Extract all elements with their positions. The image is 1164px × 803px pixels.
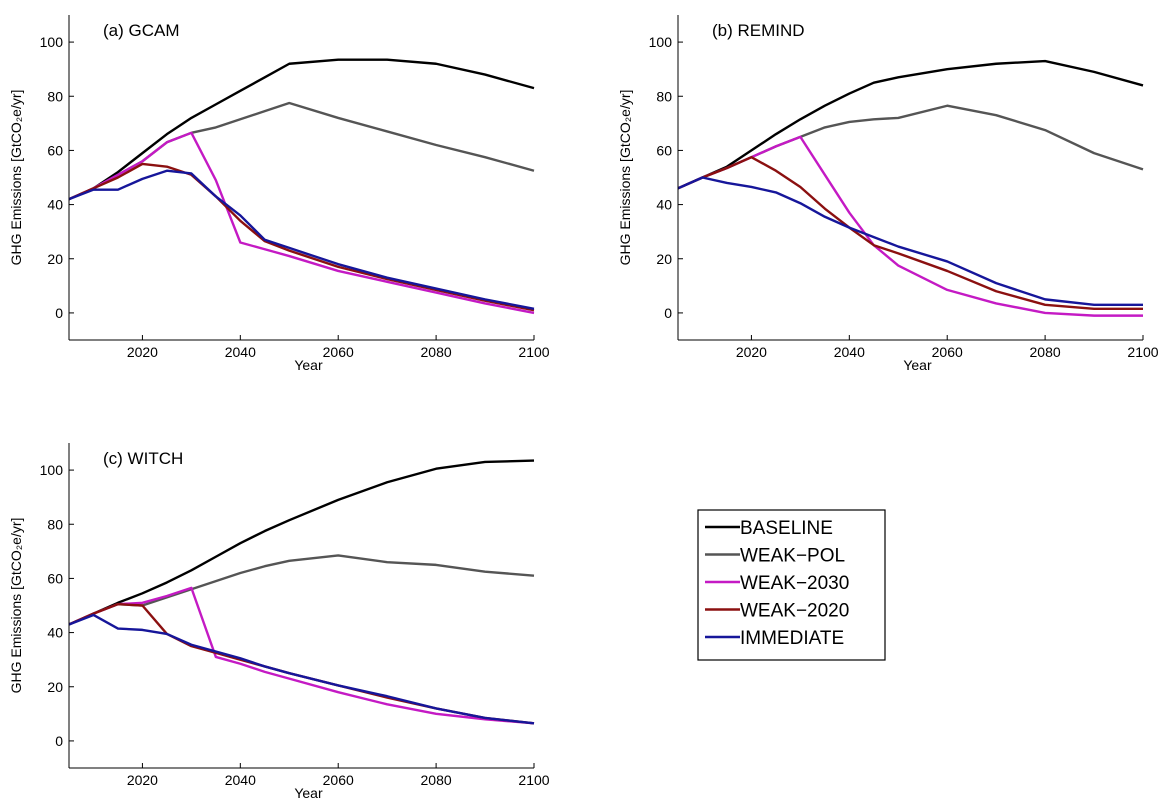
x-axis-label: Year: [294, 785, 323, 801]
y-axis-label: GHG Emissions [GtCO₂e/yr]: [617, 90, 633, 266]
y-tick-label: 40: [47, 197, 63, 213]
x-axis-label: Year: [294, 357, 323, 373]
series-line-weak_pol: [677, 104, 1144, 190]
x-tick-label: 2040: [225, 772, 256, 788]
y-tick-label: 0: [55, 305, 63, 321]
y-axis-label: GHG Emissions [GtCO₂e/yr]: [8, 90, 24, 266]
y-tick-label: 80: [656, 88, 672, 104]
x-tick-label: 2080: [1030, 344, 1061, 360]
legend-label-baseline: BASELINE: [740, 518, 833, 539]
y-tick-label: 0: [664, 305, 672, 321]
y-tick-label: 20: [47, 251, 63, 267]
series-line-weak_2030: [68, 586, 535, 725]
y-tick-label: 60: [47, 570, 63, 586]
legend-label-weak_2020: WEAK−2020: [740, 601, 849, 622]
x-tick-label: 2100: [518, 344, 549, 360]
series-line-immediate: [677, 176, 1143, 306]
x-tick-label: 2080: [421, 772, 452, 788]
x-axis-label: Year: [903, 357, 932, 373]
panel-title: (c) WITCH: [103, 449, 183, 468]
series-line-weak_2030: [68, 131, 535, 315]
panel-title: (a) GCAM: [103, 21, 180, 40]
legend-box: [697, 509, 886, 661]
x-tick-label: 2020: [127, 344, 158, 360]
y-tick-label: 100: [649, 34, 673, 50]
series-line-immediate: [68, 613, 535, 725]
y-tick-label: 60: [656, 142, 672, 158]
series-line-weak_2020: [68, 602, 535, 725]
x-tick-label: 2040: [834, 344, 865, 360]
x-tick-label: 2060: [323, 344, 354, 360]
x-tick-label: 2020: [736, 344, 767, 360]
y-tick-label: 60: [47, 142, 63, 158]
series-line-weak_2020: [677, 155, 1143, 311]
series-line-weak_2020: [68, 162, 535, 312]
x-tick-label: 2060: [932, 344, 963, 360]
x-tick-label: 2040: [225, 344, 256, 360]
legend: BASELINE WEAK−POL WEAK−2030 WEAK−2020 IMMEDI…: [697, 509, 886, 661]
y-tick-label: 80: [47, 88, 63, 104]
x-tick-label: 2100: [1127, 344, 1158, 360]
x-tick-label: 2020: [127, 772, 158, 788]
legend-label-immediate: IMMEDIATE: [740, 628, 844, 649]
series-line-baseline: [68, 459, 535, 626]
y-tick-label: 40: [656, 197, 672, 213]
y-tick-label: 20: [656, 251, 672, 267]
y-axis-label: GHG Emissions [GtCO₂e/yr]: [8, 518, 24, 694]
series-line-weak_pol: [68, 554, 535, 626]
panel-title: (b) REMIND: [712, 21, 805, 40]
series-line-weak_pol: [68, 101, 535, 201]
y-tick-label: 40: [47, 625, 63, 641]
series-line-baseline: [677, 59, 1144, 190]
y-tick-label: 0: [55, 733, 63, 749]
x-tick-label: 2100: [518, 772, 549, 788]
legend-label-weak_pol: WEAK−POL: [740, 546, 845, 567]
y-tick-label: 80: [47, 516, 63, 532]
series-line-immediate: [68, 169, 535, 311]
x-tick-label: 2080: [421, 344, 452, 360]
y-tick-label: 100: [40, 34, 64, 50]
x-tick-label: 2060: [323, 772, 354, 788]
series-line-weak_2030: [677, 135, 1143, 317]
legend-label-weak_2030: WEAK−2030: [740, 573, 849, 594]
y-tick-label: 100: [40, 462, 64, 478]
y-tick-label: 20: [47, 679, 63, 695]
series-line-baseline: [68, 58, 535, 201]
